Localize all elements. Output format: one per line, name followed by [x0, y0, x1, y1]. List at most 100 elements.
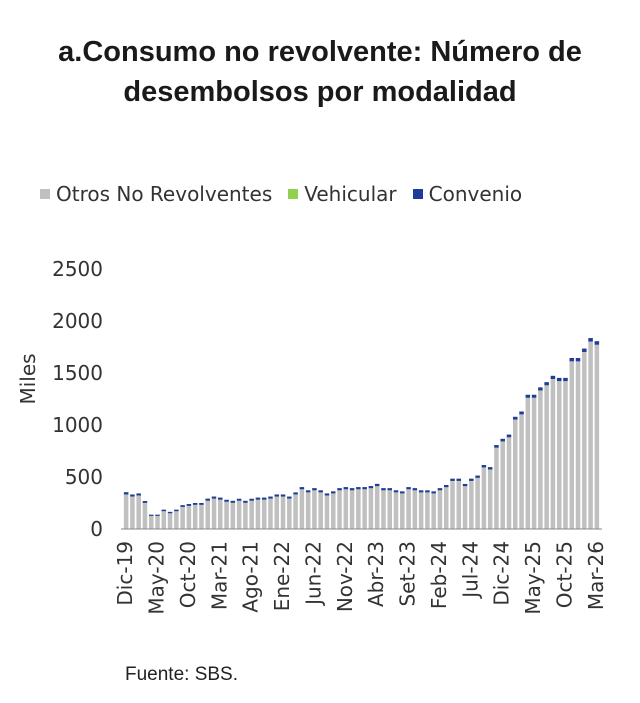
legend-label-otros: Otros No Revolventes — [56, 182, 273, 206]
bar-otros-no-revolventes-ago-24 — [475, 478, 480, 529]
bar-otros-no-revolventes-nov-21 — [268, 498, 273, 529]
y-tick-label: 1000 — [52, 413, 103, 437]
bar-otros-no-revolventes-feb-21 — [211, 498, 217, 529]
bar-otros-no-revolventes-ene-26 — [582, 352, 587, 529]
bar-convenio-ene-21 — [205, 498, 210, 501]
bar-otros-no-revolventes-set-25 — [556, 381, 562, 529]
legend-item-vehicular: Vehicular — [288, 182, 397, 206]
bar-convenio-mar-25 — [519, 411, 524, 415]
bar-otros-no-revolventes-abr-21 — [224, 501, 229, 529]
bar-convenio-feb-23 — [362, 487, 367, 490]
bar-convenio-oct-24 — [487, 467, 493, 470]
bar-otros-no-revolventes-jun-21 — [236, 500, 242, 529]
bar-convenio-ago-23 — [400, 491, 405, 494]
x-tick-label: Mar-21 — [207, 541, 231, 610]
legend-item-convenio: Convenio — [412, 182, 523, 206]
bar-otros-no-revolventes-mar-20 — [142, 503, 148, 529]
bar-convenio-ene-23 — [356, 487, 361, 490]
bar-otros-no-revolventes-ago-22 — [324, 495, 330, 529]
bar-otros-no-revolventes-mar-21 — [218, 499, 223, 529]
bar-convenio-jun-23 — [387, 488, 392, 491]
bar-convenio-may-22 — [305, 490, 311, 493]
chart-title-line2: desembolsos por modalidad — [123, 76, 517, 108]
x-tick-label: Ago-21 — [239, 541, 263, 613]
bar-otros-no-revolventes-feb-24 — [437, 490, 443, 529]
bar-otros-no-revolventes-ago-25 — [550, 379, 556, 529]
y-tick-label: 500 — [65, 465, 103, 489]
y-tick-label: 0 — [90, 517, 103, 541]
legend-label-vehicular: Vehicular — [304, 182, 397, 206]
bar-otros-no-revolventes-abr-25 — [525, 397, 531, 529]
bar-convenio-oct-22 — [337, 488, 342, 491]
bar-otros-no-revolventes-may-24 — [456, 481, 462, 529]
bar-convenio-jun-22 — [312, 488, 317, 491]
bar-otros-no-revolventes-abr-20 — [148, 516, 154, 529]
y-axis-label: Miles — [16, 353, 40, 404]
bar-otros-no-revolventes-set-21 — [255, 499, 261, 529]
legend-item-otros: Otros No Revolventes — [40, 182, 272, 206]
bar-convenio-may-21 — [230, 500, 236, 503]
bar-convenio-jul-21 — [243, 500, 248, 503]
bar-otros-no-revolventes-jul-23 — [393, 492, 399, 529]
bar-otros-no-revolventes-ago-20 — [174, 511, 179, 529]
bar-convenio-jul-22 — [318, 490, 323, 493]
bar-convenio-nov-20 — [192, 503, 198, 505]
x-tick-label: Jul-24 — [458, 541, 482, 600]
bar-otros-no-revolventes-dic-20 — [199, 505, 204, 529]
bar-otros-no-revolventes-dic-24 — [500, 441, 505, 529]
x-tick-label: Dic-19 — [113, 541, 137, 606]
legend-swatch-vehicular — [288, 189, 299, 199]
bar-convenio-set-25 — [556, 377, 562, 382]
x-tick-label: Nov-22 — [333, 541, 357, 612]
bar-otros-no-revolventes-ene-24 — [431, 493, 436, 529]
bar-convenio-set-22 — [331, 491, 336, 494]
bar-otros-no-revolventes-jul-20 — [167, 513, 173, 529]
bar-convenio-dic-21 — [274, 494, 280, 497]
bar-convenio-feb-21 — [211, 496, 217, 499]
bar-convenio-dic-23 — [425, 490, 430, 493]
bar-convenio-feb-20 — [136, 493, 141, 496]
bar-otros-no-revolventes-jun-24 — [462, 486, 468, 529]
bar-convenio-mar-22 — [293, 492, 298, 495]
bar-otros-no-revolventes-oct-22 — [337, 490, 342, 529]
bar-otros-no-revolventes-nov-22 — [343, 489, 349, 529]
stacked-bar-chart: Miles 0 500 1000 1500 2000 2500 Dic-19 May-20 Oct… — [16, 257, 608, 615]
bar-otros-no-revolventes-may-20 — [155, 516, 160, 529]
bar-convenio-dic-24 — [500, 438, 505, 442]
bar-convenio-ago-24 — [475, 475, 480, 478]
bar-otros-no-revolventes-abr-22 — [299, 489, 305, 529]
bar-convenio-abr-22 — [299, 487, 305, 490]
legend-label-convenio: Convenio — [428, 182, 523, 206]
bar-convenio-oct-20 — [186, 504, 192, 506]
x-tick-label: Oct-25 — [552, 541, 576, 608]
bar-convenio-ene-25 — [506, 434, 512, 438]
bar-otros-no-revolventes-ene-25 — [506, 437, 512, 529]
bar-otros-no-revolventes-set-24 — [481, 467, 487, 529]
bar-otros-no-revolventes-ago-23 — [400, 493, 405, 529]
bar-convenio-jun-25 — [538, 387, 543, 391]
bar-otros-no-revolventes-mar-22 — [293, 494, 298, 529]
bar-otros-no-revolventes-may-21 — [230, 503, 236, 529]
bar-otros-no-revolventes-jun-25 — [538, 390, 543, 529]
bar-convenio-abr-21 — [224, 499, 229, 502]
bar-otros-no-revolventes-dic-23 — [425, 492, 430, 529]
x-tick-label: May-20 — [145, 541, 169, 615]
bar-otros-no-revolventes-set-22 — [331, 493, 336, 529]
bar-convenio-ago-25 — [550, 375, 556, 380]
bar-otros-no-revolventes-feb-22 — [287, 498, 292, 529]
legend-swatch-convenio — [412, 189, 423, 199]
bar-otros-no-revolventes-nov-23 — [418, 492, 424, 529]
bar-otros-no-revolventes-nov-20 — [192, 505, 198, 529]
bar-convenio-dic-22 — [349, 488, 355, 491]
bar-otros-no-revolventes-jun-22 — [312, 490, 317, 529]
bar-otros-no-revolventes-ene-21 — [205, 500, 210, 529]
bar-convenio-feb-25 — [513, 416, 518, 420]
bar-convenio-oct-25 — [563, 377, 568, 382]
bar-convenio-ene-26 — [582, 348, 587, 352]
x-tick-label: Dic-24 — [490, 541, 514, 606]
bar-otros-no-revolventes-mar-25 — [519, 414, 524, 529]
bar-convenio-may-20 — [155, 514, 160, 516]
x-tick-label: Jun-22 — [301, 541, 325, 607]
bar-convenio-mar-20 — [142, 501, 148, 503]
bar-convenio-jul-20 — [167, 511, 173, 514]
